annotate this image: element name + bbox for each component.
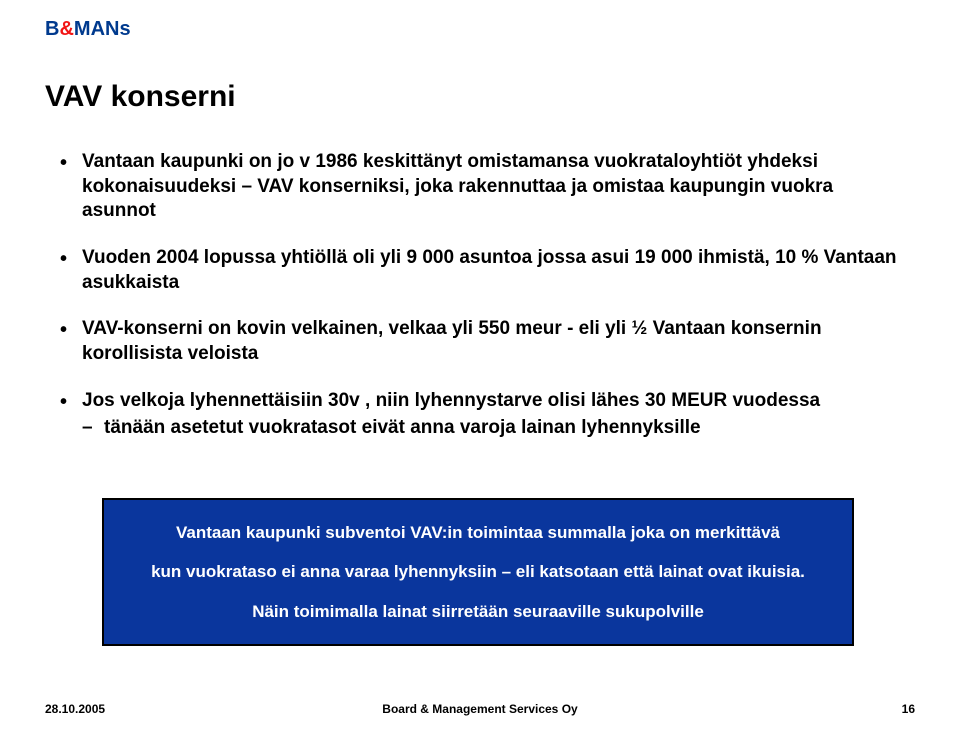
bullet-text: Vantaan kaupunki on jo v 1986 keskittäny…	[82, 151, 833, 221]
bullet-list: Vantaan kaupunki on jo v 1986 keskittäny…	[60, 150, 905, 462]
bullet-item: Vantaan kaupunki on jo v 1986 keskittäny…	[60, 150, 905, 224]
bullet-text: VAV-konserni on kovin velkainen, velkaa …	[82, 318, 822, 364]
brand-logo: B&MANs	[45, 18, 131, 41]
bullet-text: Vuoden 2004 lopussa yhtiöllä oli yli 9 0…	[82, 247, 897, 293]
footer: 28.10.2005 Board & Management Services O…	[0, 696, 960, 716]
logo-mans: MANs	[74, 18, 131, 40]
box-line: kun vuokrataso ei anna varaa lyhennyksii…	[151, 561, 805, 582]
bullet-sub-item: tänään asetetut vuokratasot eivät anna v…	[82, 416, 905, 441]
page-title: VAV konserni	[45, 80, 236, 114]
logo-b: B	[45, 18, 59, 40]
bullet-text: Jos velkoja lyhennettäisiin 30v , niin l…	[82, 390, 820, 411]
bullet-item: Jos velkoja lyhennettäisiin 30v , niin l…	[60, 389, 905, 440]
bullet-item: Vuoden 2004 lopussa yhtiöllä oli yli 9 0…	[60, 246, 905, 295]
box-line: Näin toimimalla lainat siirretään seuraa…	[252, 601, 704, 622]
bullet-item: VAV-konserni on kovin velkainen, velkaa …	[60, 317, 905, 366]
footer-center: Board & Management Services Oy	[0, 702, 960, 716]
box-line: Vantaan kaupunki subventoi VAV:in toimin…	[176, 522, 780, 543]
highlight-box: Vantaan kaupunki subventoi VAV:in toimin…	[102, 498, 854, 646]
logo-amp: &	[59, 18, 73, 40]
bullet-sub-text: tänään asetetut vuokratasot eivät anna v…	[104, 417, 701, 438]
footer-page: 16	[902, 702, 915, 716]
